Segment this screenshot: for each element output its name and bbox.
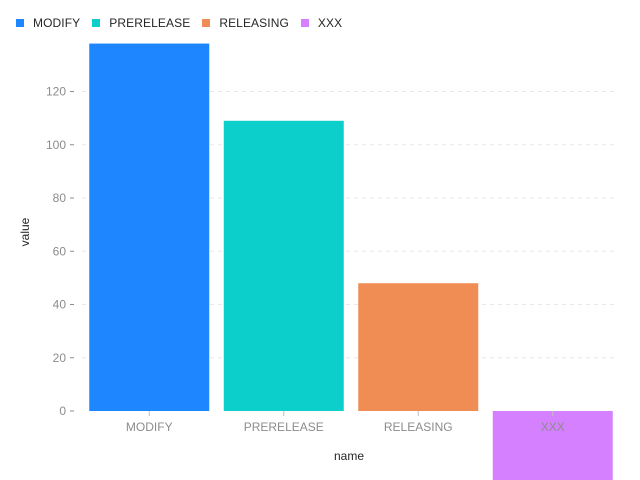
chart-legend: MODIFY PRERELEASE RELEASING XXX (16, 15, 342, 31)
bar-prerelease[interactable] (223, 120, 344, 411)
legend-label-xxx: XXX (317, 16, 343, 30)
bar-releasing[interactable] (358, 283, 479, 411)
bars (89, 43, 613, 480)
legend-swatch-xxx (300, 19, 309, 27)
legend-item-prerelease[interactable]: PRERELEASE (92, 15, 190, 31)
legend-label-modify: MODIFY (33, 16, 81, 30)
y-tick-label-60: 60 (53, 244, 67, 258)
y-axis: 0 20 40 60 80 100 120 (46, 85, 74, 418)
x-tick-label-xxx: XXX (541, 420, 565, 434)
legend-label-prerelease: PRERELEASE (109, 16, 191, 30)
bar-modify[interactable] (89, 43, 210, 411)
y-tick-label-100: 100 (46, 138, 66, 152)
legend-item-modify[interactable]: MODIFY (16, 15, 80, 31)
y-tick-label-80: 80 (53, 191, 67, 205)
legend-item-xxx[interactable]: XXX (300, 15, 343, 31)
legend-item-releasing[interactable]: RELEASING (202, 15, 289, 31)
y-tick-label-120: 120 (46, 85, 66, 99)
y-tick-label-0: 0 (59, 404, 66, 418)
x-axis-title: name (334, 449, 364, 463)
y-tick-label-40: 40 (53, 298, 67, 312)
y-tick-label-20: 20 (53, 351, 67, 365)
legend-swatch-prerelease (92, 19, 101, 27)
bar-xxx[interactable] (492, 411, 613, 480)
x-tick-label-releasing: RELEASING (384, 420, 453, 434)
x-tick-label-modify: MODIFY (126, 420, 173, 434)
legend-label-releasing: RELEASING (219, 16, 289, 30)
x-tick-label-prerelease: PRERELEASE (244, 420, 324, 434)
legend-swatch-modify (16, 19, 24, 27)
y-axis-title: value (18, 217, 32, 246)
legend-swatch-releasing (202, 19, 211, 27)
x-axis: MODIFY PRERELEASE RELEASING XXX (126, 411, 565, 434)
